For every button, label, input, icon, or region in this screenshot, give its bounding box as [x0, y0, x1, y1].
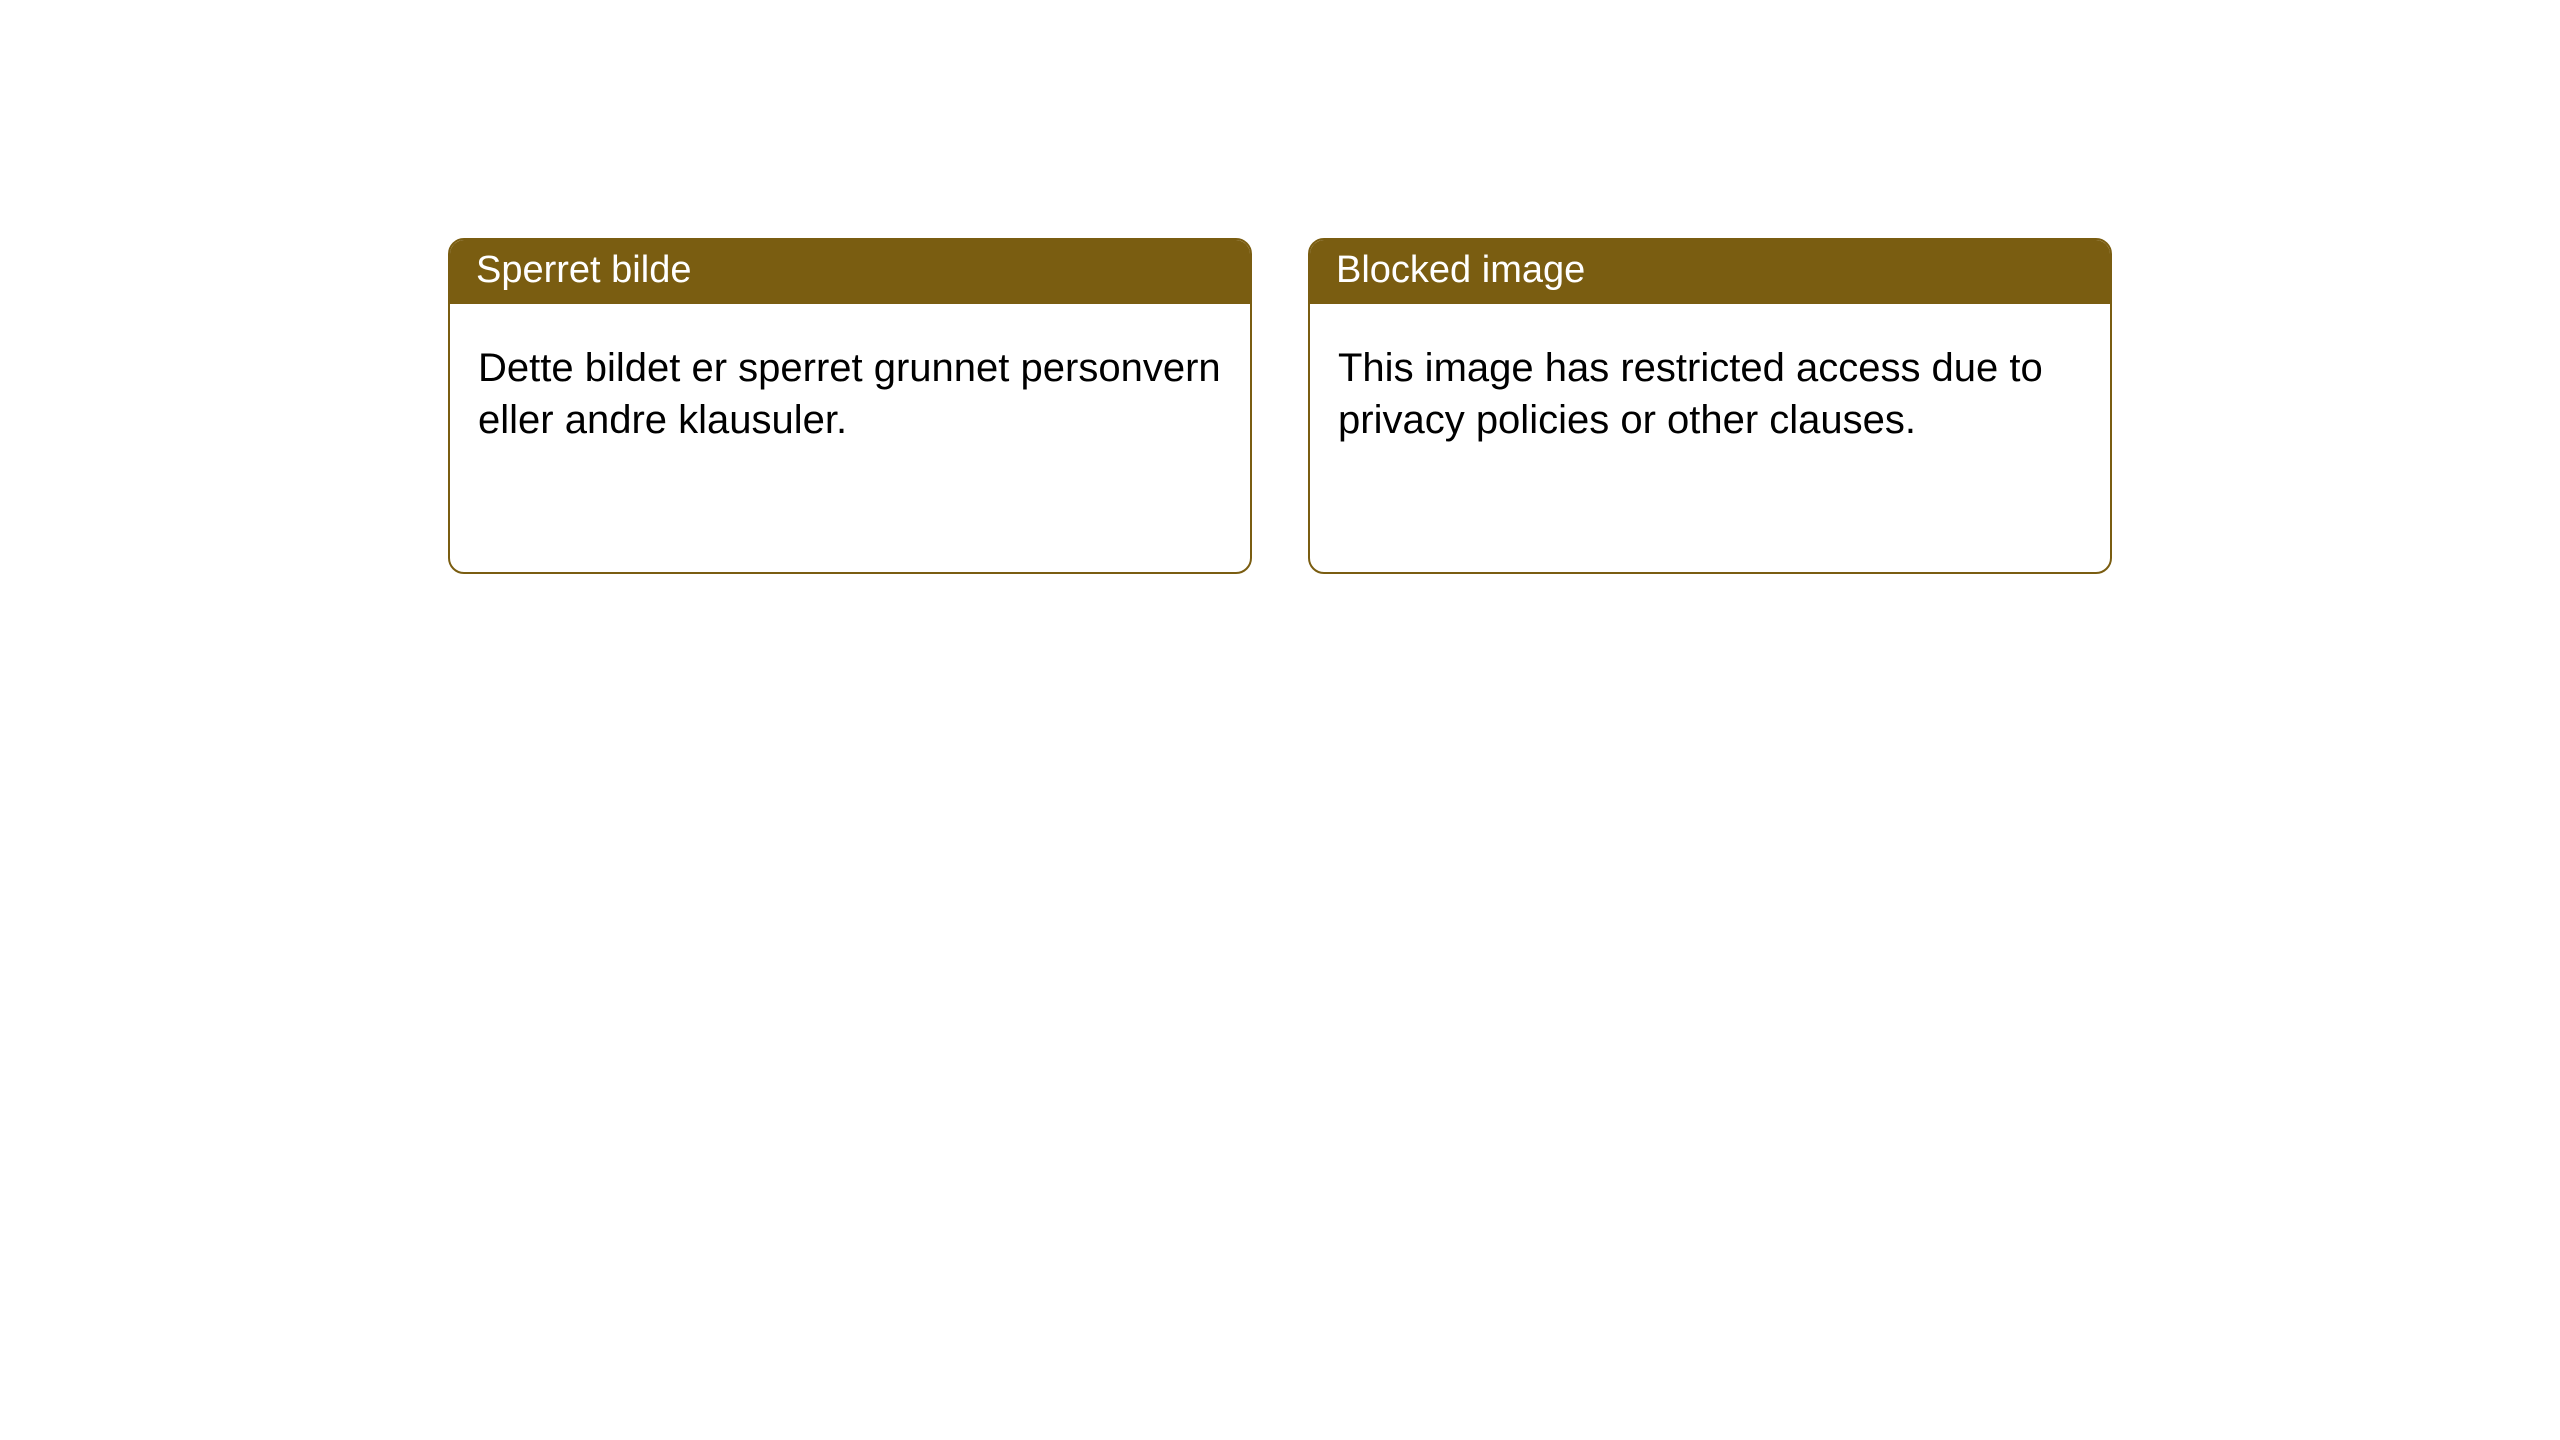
notice-card-english: Blocked image This image has restricted …: [1308, 238, 2112, 574]
notice-header-english: Blocked image: [1310, 240, 2110, 304]
notice-header-norwegian: Sperret bilde: [450, 240, 1250, 304]
notice-container: Sperret bilde Dette bildet er sperret gr…: [0, 0, 2560, 574]
notice-body-norwegian: Dette bildet er sperret grunnet personve…: [450, 304, 1250, 484]
notice-body-english: This image has restricted access due to …: [1310, 304, 2110, 484]
notice-card-norwegian: Sperret bilde Dette bildet er sperret gr…: [448, 238, 1252, 574]
